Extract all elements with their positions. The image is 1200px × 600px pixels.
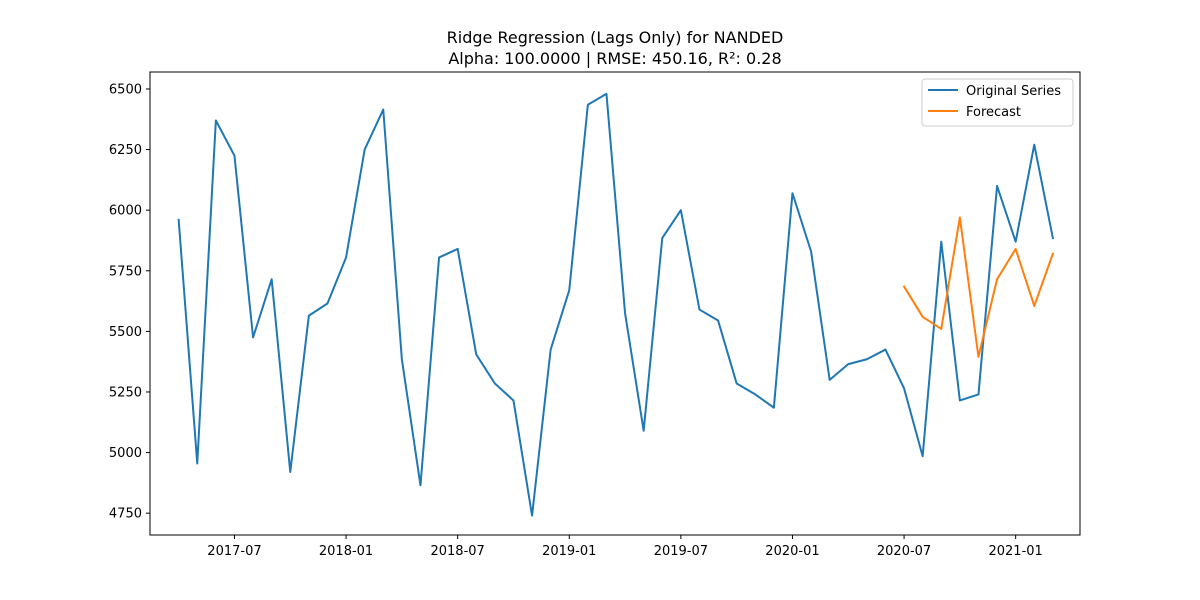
y-axis: 4750 5000 5250 5500 5750 6000 6250 6500 [109,82,150,522]
x-tick-label: 2019-07 [654,544,708,559]
x-tick-label: 2021-01 [988,544,1042,559]
y-tick-label: 4750 [109,507,142,522]
y-tick-label: 6250 [109,143,142,158]
x-tick-label: 2018-07 [430,544,484,559]
y-tick-label: 5250 [109,385,142,400]
plot-frame [149,71,1081,536]
legend: Original Series Forecast [921,78,1074,127]
legend-label-original-series: Original Series [966,84,1061,99]
x-tick-label: 2017-07 [207,544,261,559]
legend-box [921,78,1074,127]
x-tick-label: 2020-07 [877,544,931,559]
chart-subtitle: Alpha: 100.0000 | RMSE: 450.16, R²: 0.28 [448,49,781,68]
series-layer [177,92,1055,517]
y-tick-label: 5750 [109,264,142,279]
y-tick-label: 6500 [109,82,142,97]
y-tick-label: 6000 [109,204,142,219]
x-tick-label: 2020-01 [765,544,819,559]
legend-label-forecast: Forecast [966,105,1021,120]
y-tick-label: 5500 [109,325,142,340]
y-tick-label: 5000 [109,446,142,461]
x-axis: 2017-07 2018-01 2018-07 2019-01 2019-07 2020-… [207,535,1043,559]
chart-title: Ridge Regression (Lags Only) for NANDED [447,28,784,47]
x-tick-label: 2018-01 [319,544,373,559]
series-line-forecast [902,216,1055,358]
series-line-original-series [177,92,1055,517]
x-tick-label: 2019-01 [542,544,596,559]
